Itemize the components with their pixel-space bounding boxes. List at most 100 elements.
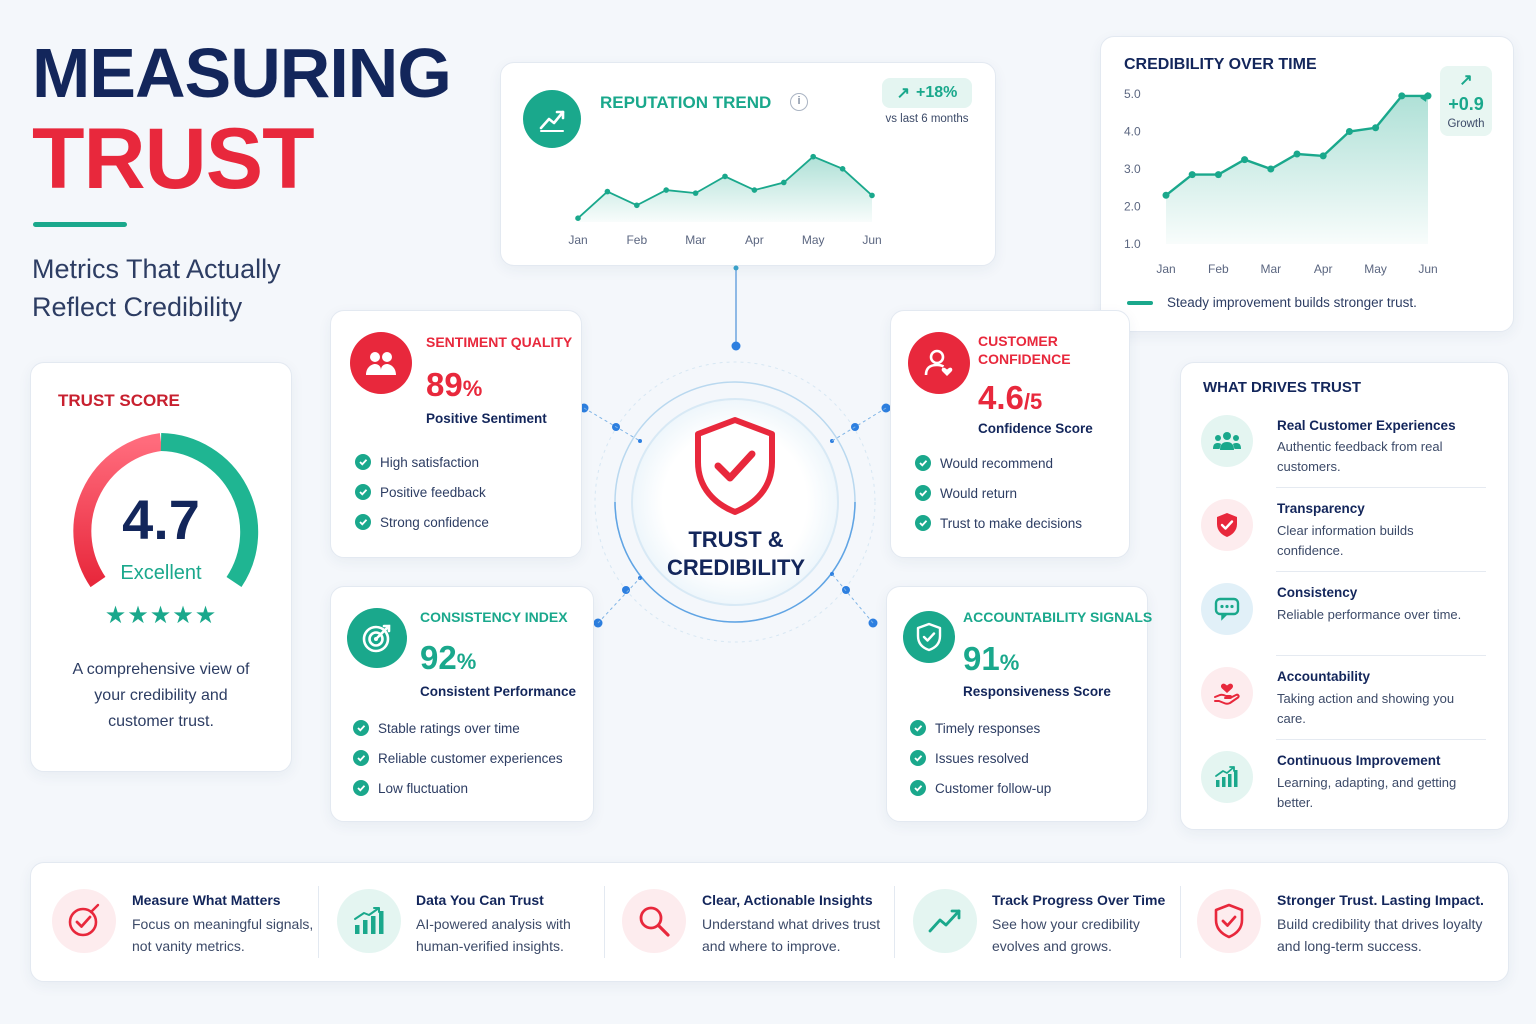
data-point — [1345, 128, 1353, 135]
trend-up-icon — [523, 90, 581, 148]
accountability-unit: % — [999, 650, 1020, 675]
divider — [318, 886, 319, 958]
growth-badge-note: vs last 6 months — [885, 113, 969, 125]
driver-title: Consistency — [1277, 585, 1358, 600]
footer-strip — [30, 862, 1509, 982]
drivers-title: WHAT DRIVES TRUST — [1203, 379, 1362, 396]
data-point — [1241, 156, 1249, 164]
y-tick-label: 1.0 — [1124, 237, 1141, 251]
growth-stat-box: ↗ +0.9 Growth — [1440, 66, 1492, 136]
list-item-label: Timely responses — [935, 720, 1041, 736]
reputation-trend-chart: Jan Feb Mar Apr May Jun — [568, 153, 882, 247]
driver-title: Real Customer Experiences — [1277, 418, 1456, 433]
y-tick-label: 2.0 — [1124, 200, 1141, 214]
data-point — [1214, 171, 1222, 179]
data-point — [839, 166, 846, 172]
y-tick-label: 5.0 — [1124, 87, 1141, 101]
consistency-sub: Consistent Performance — [420, 684, 577, 699]
driver-title: Continuous Improvement — [1277, 753, 1441, 768]
list-item: Issues resolved — [910, 750, 1029, 766]
arrow-up-right-icon: ↗ — [1459, 72, 1473, 89]
growth-badge-value: +18% — [916, 84, 958, 101]
data-point — [810, 153, 816, 160]
driver-desc: Learning, adapting, and getting better. — [1277, 775, 1457, 810]
footer-item-title: Stronger Trust. Lasting Impact. — [1277, 892, 1484, 908]
list-item: Trust to make decisions — [915, 515, 1082, 531]
x-tick-label: Jun — [1418, 262, 1437, 276]
check-icon — [353, 750, 369, 766]
data-point — [604, 188, 611, 195]
trust-score-label: TRUST SCORE — [58, 391, 180, 410]
driver-desc: Clear information builds confidence. — [1277, 523, 1414, 558]
check-icon — [910, 720, 926, 736]
data-point — [692, 190, 699, 196]
list-item: Customer follow-up — [910, 780, 1051, 796]
star-icon: ★ — [149, 602, 173, 629]
sentiment-number: 89 — [426, 366, 463, 403]
check-icon — [915, 455, 931, 471]
target-check-icon — [52, 889, 116, 953]
check-icon — [910, 750, 926, 766]
arrow-head — [1420, 91, 1428, 102]
data-point — [663, 187, 669, 193]
list-item-label: Reliable customer experiences — [378, 750, 563, 766]
data-point — [1319, 152, 1327, 160]
driver-title: Accountability — [1277, 669, 1371, 684]
user-heart-icon — [908, 332, 970, 394]
data-point — [869, 192, 875, 199]
consistency-number: 92 — [420, 639, 457, 676]
bar-growth-icon — [1201, 751, 1253, 803]
y-tick-label: 3.0 — [1124, 162, 1141, 176]
x-tick-label: Mar — [685, 233, 706, 247]
people-icon — [350, 332, 412, 394]
data-point — [781, 179, 787, 186]
star-icon: ★ — [172, 602, 195, 629]
data-point — [1162, 191, 1170, 199]
confidence-unit: /5 — [1023, 389, 1043, 414]
list-item: Would recommend — [915, 455, 1053, 471]
data-point — [722, 173, 728, 180]
list-item: Strong confidence — [355, 514, 489, 530]
list-item-label: Customer follow-up — [935, 780, 1052, 796]
check-icon — [353, 720, 369, 736]
list-item-label: Issues resolved — [935, 750, 1029, 766]
sentiment-value: 89% — [426, 368, 482, 401]
divider — [1276, 655, 1486, 656]
list-item-label: Positive feedback — [380, 484, 486, 500]
list-item: High satisfaction — [355, 454, 479, 470]
connector-line — [731, 265, 741, 351]
shield-check-icon — [695, 417, 775, 515]
data-point — [1372, 124, 1380, 132]
consistency-unit: % — [456, 649, 477, 674]
legend-swatch — [1127, 301, 1153, 305]
info-icon[interactable]: i — [790, 93, 808, 111]
sentiment-sub: Positive Sentiment — [426, 411, 547, 426]
driver-title: Transparency — [1277, 501, 1365, 516]
divider — [894, 886, 895, 958]
star-icon: ★ — [104, 602, 128, 629]
consistency-title: CONSISTENCY INDEX — [420, 609, 568, 625]
chat-icon — [1201, 583, 1253, 635]
confidence-sub: Confidence Score — [978, 421, 1093, 436]
shield-icon — [903, 611, 955, 663]
shield-check-icon — [1201, 499, 1253, 551]
confidence-number: 4.6 — [978, 379, 1024, 416]
data-point — [751, 187, 758, 193]
driver-desc: Authentic feedback from real customers. — [1277, 439, 1443, 474]
hub-label: TRUST & CREDIBILITY — [666, 527, 806, 580]
credibility-chart: Jan Feb Mar Apr May Jun 1.0 2.0 3.0 4.0 5.0 — [1124, 87, 1438, 276]
trust-score-gauge — [73, 433, 259, 588]
gauge-arc-teal — [160, 433, 259, 587]
accountability-sub: Responsiveness Score — [963, 684, 1111, 699]
check-icon — [915, 485, 931, 501]
area-fill — [1166, 95, 1428, 245]
growth-stat-value: +0.9 — [1448, 94, 1484, 114]
list-item-label: Low fluctuation — [378, 780, 469, 796]
accountability-value: 91% — [963, 642, 1019, 675]
target-icon — [347, 608, 407, 668]
divider — [1276, 739, 1486, 740]
trust-score-rating: Excellent — [120, 562, 202, 584]
page-title-line2: TRUST — [32, 111, 315, 207]
driver-desc: Reliable performance over time. — [1277, 607, 1462, 622]
footer-item-desc: AI-powered analysis with human-verified … — [416, 916, 571, 954]
